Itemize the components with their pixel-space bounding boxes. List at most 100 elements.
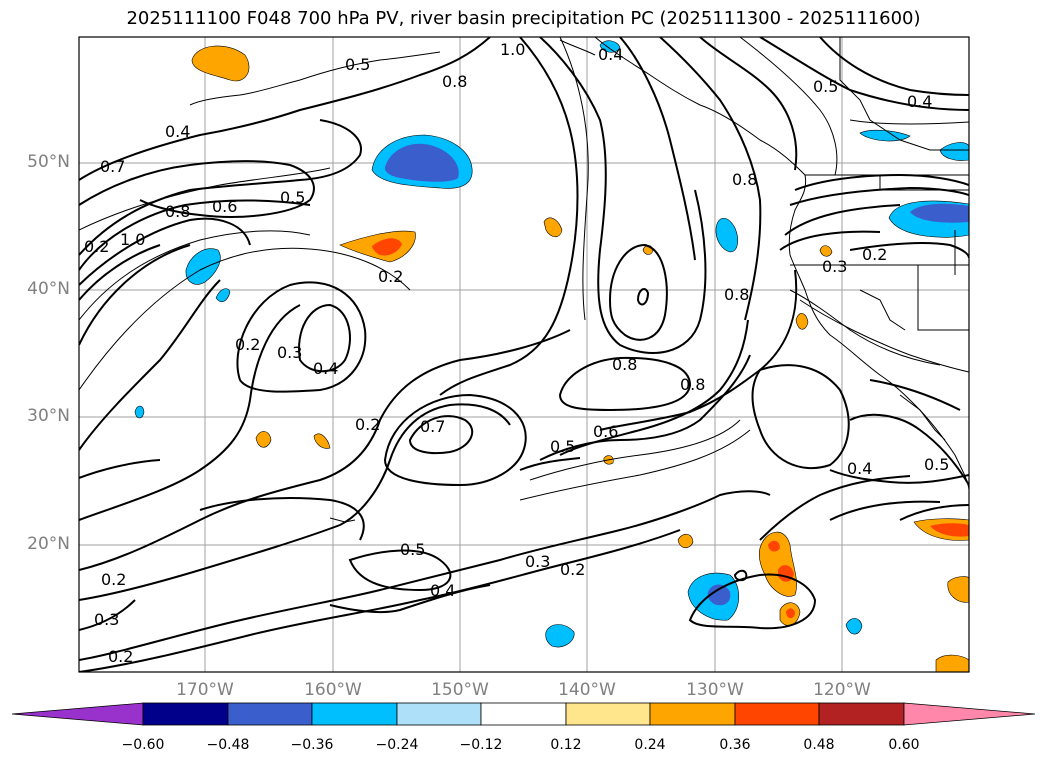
pos-blob-mid-core bbox=[372, 238, 402, 256]
pos-blob-baja-core2 bbox=[768, 540, 780, 552]
neg-blob-nw-small bbox=[599, 40, 621, 53]
map-title: 2025111100 F048 700 hPa PV, river basin … bbox=[126, 8, 921, 29]
contour-label: 0.2 bbox=[235, 335, 260, 354]
pos-blob-d bbox=[313, 433, 331, 449]
contour-label: 0.8 bbox=[612, 355, 637, 374]
contour-label: 0.3 bbox=[94, 610, 119, 629]
precip-positive-areas bbox=[191, 45, 969, 672]
pos-blob-f bbox=[819, 245, 833, 257]
neg-blob-gulf-alaska-core bbox=[384, 143, 459, 182]
contour-label: 0.6 bbox=[593, 422, 618, 441]
pos-blob-baja-1 bbox=[758, 531, 797, 597]
colorbar-tick-label: −0.36 bbox=[290, 737, 334, 753]
contour-label: 0.8 bbox=[724, 285, 749, 304]
colorbar-tick-label: −0.24 bbox=[375, 737, 419, 753]
neg-blob-coast bbox=[715, 217, 739, 253]
colorbar-tick-label: 0.12 bbox=[550, 737, 582, 753]
colorbar-bin bbox=[480, 702, 567, 726]
neg-blob-south-small bbox=[545, 624, 575, 648]
latitude-label: 20°N bbox=[27, 534, 70, 554]
contour-label: 0.2 bbox=[355, 415, 380, 434]
colorbar-tick-label: −0.12 bbox=[459, 737, 503, 753]
contour-label: 0.2 bbox=[862, 245, 887, 264]
colorbar-bin bbox=[311, 702, 398, 726]
colorbar-bin bbox=[649, 702, 736, 726]
contour-label: 0.2 bbox=[108, 647, 133, 666]
longitude-label: 150°W bbox=[431, 680, 489, 700]
contour-label: 0.7 bbox=[420, 417, 445, 436]
pos-blob-east-3 bbox=[935, 654, 969, 672]
contour-label: 0.8 bbox=[732, 170, 757, 189]
neg-blob-ne-b bbox=[939, 142, 969, 161]
colorbar-tick-label: −0.60 bbox=[121, 737, 165, 753]
colorbar-bin bbox=[142, 702, 229, 726]
latitude-label: 50°N bbox=[27, 152, 70, 172]
neg-blob-ne-a bbox=[859, 129, 911, 142]
longitude-label: 140°W bbox=[558, 680, 616, 700]
neg-blob-nw-canada-core bbox=[910, 203, 969, 223]
pv-contours-thin bbox=[79, 37, 969, 501]
contour-label: 0.8 bbox=[680, 375, 705, 394]
neg-blob-south-core bbox=[707, 584, 731, 606]
neg-blob-se bbox=[845, 618, 863, 635]
contour-label: 0.5 bbox=[400, 540, 425, 559]
pos-blob-c bbox=[255, 431, 272, 448]
contour-label: 1.0 bbox=[500, 40, 525, 59]
contour-label: 0.5 bbox=[924, 455, 949, 474]
colorbar-extend-low bbox=[11, 702, 144, 726]
contour-label: 0.3 bbox=[525, 552, 550, 571]
contour-label: 0.6 bbox=[212, 197, 237, 216]
neg-blob-west-small bbox=[215, 288, 231, 303]
colorbar-bin bbox=[818, 702, 905, 726]
pos-blob-east-2 bbox=[947, 576, 969, 603]
map-frame bbox=[78, 36, 970, 673]
pos-blob-a bbox=[543, 217, 563, 238]
contour-label: 0.3 bbox=[822, 257, 847, 276]
colorbar-extend-high bbox=[903, 702, 1036, 726]
contour-label: 0.5 bbox=[550, 437, 575, 456]
colorbar-bin bbox=[227, 702, 313, 726]
pos-blob-h bbox=[677, 533, 694, 549]
colorbar bbox=[11, 702, 1036, 726]
contour-labels: 0.4 0.7 1.0 0.8 0.6 0.5 0.2 0.2 0.3 0.4 … bbox=[84, 40, 949, 666]
colorbar-bin bbox=[565, 702, 651, 726]
contour-label: 0.7 bbox=[100, 157, 125, 176]
colorbar-tick-label: 0.24 bbox=[634, 737, 666, 753]
pos-blob-nw bbox=[191, 45, 250, 82]
pos-blob-east-1-core bbox=[930, 523, 969, 537]
colorbar-tick-label: 0.48 bbox=[803, 737, 835, 753]
contour-label: 0.4 bbox=[847, 459, 872, 478]
contour-label: 0.5 bbox=[280, 188, 305, 207]
longitude-label: 130°W bbox=[686, 680, 744, 700]
contour-label: 0.5 bbox=[813, 77, 838, 96]
pos-blob-g bbox=[795, 313, 809, 330]
colorbar-bin bbox=[396, 702, 482, 726]
contour-label: 0.2 bbox=[84, 237, 109, 256]
coastlines bbox=[189, 37, 969, 523]
longitude-label: 160°W bbox=[304, 680, 362, 700]
neg-blob-dot-a bbox=[134, 405, 145, 419]
contour-label: 0.4 bbox=[165, 122, 190, 141]
colorbar-tick-label: 0.60 bbox=[888, 737, 920, 753]
pv-contours bbox=[79, 37, 969, 672]
contour-label: 0.2 bbox=[378, 267, 403, 286]
neg-blob-west bbox=[185, 248, 221, 285]
colorbar-tick-label: −0.48 bbox=[206, 737, 250, 753]
contour-label: 0.5 bbox=[345, 55, 370, 74]
contour-label: 0.4 bbox=[430, 581, 455, 600]
longitude-label: 120°W bbox=[813, 680, 871, 700]
contour-label: 0.8 bbox=[165, 202, 190, 221]
colorbar-bin bbox=[734, 702, 820, 726]
contour-label: 0.2 bbox=[101, 570, 126, 589]
gridlines bbox=[79, 37, 969, 672]
contour-label: 1.0 bbox=[120, 230, 145, 249]
latitude-label: 30°N bbox=[27, 406, 70, 426]
precip-negative-areas bbox=[134, 40, 969, 648]
pos-blob-baja-2-core bbox=[786, 608, 795, 619]
contour-label: 0.4 bbox=[598, 45, 623, 64]
contour-label: 0.3 bbox=[277, 343, 302, 362]
contour-label: 0.4 bbox=[313, 359, 338, 378]
contour-label: 0.2 bbox=[560, 560, 585, 579]
latitude-label: 40°N bbox=[27, 279, 70, 299]
